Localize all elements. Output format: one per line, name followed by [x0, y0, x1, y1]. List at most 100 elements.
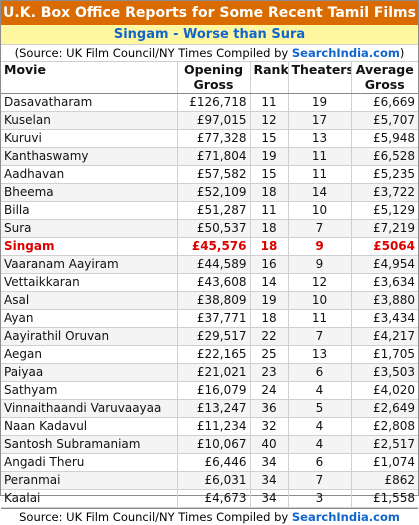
- cell-rank: 34: [250, 453, 289, 472]
- cell-rank: 18: [250, 183, 289, 202]
- cell-rank: 11: [250, 93, 289, 112]
- table-body: Dasavatharam £126,718 11 19 £6,669 Kuselan £97…: [1, 93, 418, 508]
- cell-opening-gross: £77,328: [177, 129, 251, 148]
- cell-rank: 25: [250, 345, 289, 364]
- header-average: Average: [351, 62, 418, 77]
- cell-rank: 23: [250, 363, 289, 382]
- cell-theaters: 9: [288, 237, 352, 256]
- cell-theaters: 10: [288, 291, 352, 310]
- cell-rank: 19: [250, 147, 289, 166]
- cell-opening-gross: £57,582: [177, 165, 251, 184]
- cell-theaters: 11: [288, 147, 352, 166]
- cell-movie: Vinnaithaandi Varuvaayaa: [1, 399, 178, 418]
- cell-movie: Dasavatharam: [1, 93, 178, 112]
- box-office-table: Movie Opening Rank Theaters Average Gros…: [1, 62, 418, 508]
- footer-link[interactable]: SearchIndia.com: [291, 510, 400, 524]
- cell-movie: Aegan: [1, 345, 178, 364]
- cell-movie: Aayirathil Oruvan: [1, 327, 178, 346]
- table-row: Vaaranam Aayiram £44,589 16 9 £4,954: [1, 255, 418, 274]
- table-row: Aayirathil Oruvan £29,517 22 7 £4,217: [1, 327, 418, 346]
- header-theaters: Theaters: [288, 62, 352, 94]
- cell-theaters: 11: [288, 165, 352, 184]
- cell-average-gross: £4,954: [351, 255, 418, 274]
- cell-movie: Kuruvi: [1, 129, 178, 148]
- cell-theaters: 3: [288, 489, 352, 508]
- source-link[interactable]: SearchIndia.com: [291, 46, 400, 60]
- cell-average-gross: £2,808: [351, 417, 418, 436]
- cell-movie: Singam: [1, 237, 178, 256]
- table-row-highlighted: Singam £45,576 18 9 £5064: [1, 237, 418, 256]
- cell-theaters: 4: [288, 381, 352, 400]
- cell-movie: Aadhavan: [1, 165, 178, 184]
- table-row: Vinnaithaandi Varuvaayaa £13,247 36 5 £2,649: [1, 399, 418, 418]
- cell-movie: Kanthaswamy: [1, 147, 178, 166]
- table-row: Aadhavan £57,582 15 11 £5,235: [1, 165, 418, 184]
- cell-movie: Sathyam: [1, 381, 178, 400]
- cell-opening-gross: £126,718: [177, 93, 251, 112]
- table-row: Naan Kadavul £11,234 32 4 £2,808: [1, 417, 418, 436]
- cell-rank: 18: [250, 219, 289, 238]
- cell-theaters: 19: [288, 93, 352, 112]
- cell-opening-gross: £6,446: [177, 453, 251, 472]
- table-header: Movie Opening Rank Theaters Average Gros…: [1, 62, 418, 94]
- cell-average-gross: £3,880: [351, 291, 418, 310]
- cell-rank: 36: [250, 399, 289, 418]
- footer-source: Source: UK Film Council/NY Times Compile…: [1, 508, 418, 525]
- header-average-gross: Gross: [351, 77, 418, 94]
- cell-opening-gross: £43,608: [177, 273, 251, 292]
- cell-average-gross: £4,217: [351, 327, 418, 346]
- header-movie: Movie: [1, 62, 178, 94]
- cell-average-gross: £4,020: [351, 381, 418, 400]
- cell-movie: Vettaikkaran: [1, 273, 178, 292]
- cell-movie: Kuselan: [1, 111, 178, 130]
- cell-average-gross: £3,634: [351, 273, 418, 292]
- table-row: Sathyam £16,079 24 4 £4,020: [1, 381, 418, 400]
- cell-theaters: 14: [288, 183, 352, 202]
- cell-average-gross: £2,517: [351, 435, 418, 454]
- cell-movie: Naan Kadavul: [1, 417, 178, 436]
- table-row: Sura £50,537 18 7 £7,219: [1, 219, 418, 238]
- table-row: Asal £38,809 19 10 £3,880: [1, 291, 418, 310]
- cell-opening-gross: £45,576: [177, 237, 251, 256]
- cell-rank: 11: [250, 201, 289, 220]
- table-row: Bheema £52,109 18 14 £3,722: [1, 183, 418, 202]
- table-row: Dasavatharam £126,718 11 19 £6,669: [1, 93, 418, 112]
- cell-opening-gross: £13,247: [177, 399, 251, 418]
- cell-opening-gross: £10,067: [177, 435, 251, 454]
- cell-theaters: 7: [288, 327, 352, 346]
- table-row: Kaalai £4,673 34 3 £1,558: [1, 489, 418, 508]
- cell-rank: 34: [250, 471, 289, 490]
- cell-movie: Kaalai: [1, 489, 178, 508]
- cell-opening-gross: £97,015: [177, 111, 251, 130]
- cell-movie: Ayan: [1, 309, 178, 328]
- cell-theaters: 6: [288, 363, 352, 382]
- source-suffix: ): [399, 46, 405, 60]
- cell-average-gross: £2,649: [351, 399, 418, 418]
- cell-theaters: 7: [288, 219, 352, 238]
- table-row: Kuruvi £77,328 15 13 £5,948: [1, 129, 418, 148]
- table-row: Kuselan £97,015 12 17 £5,707: [1, 111, 418, 130]
- cell-average-gross: £5,235: [351, 165, 418, 184]
- cell-average-gross: £1,558: [351, 489, 418, 508]
- cell-average-gross: £6,669: [351, 93, 418, 112]
- cell-theaters: 7: [288, 471, 352, 490]
- table-row: Peranmai £6,031 34 7 £862: [1, 471, 418, 490]
- header-opening: Opening: [177, 62, 251, 77]
- cell-rank: 18: [250, 309, 289, 328]
- page-title: U.K. Box Office Reports for Some Recent …: [1, 1, 418, 25]
- table-row: Billa £51,287 11 10 £5,129: [1, 201, 418, 220]
- cell-opening-gross: £6,031: [177, 471, 251, 490]
- cell-opening-gross: £38,809: [177, 291, 251, 310]
- cell-opening-gross: £37,771: [177, 309, 251, 328]
- cell-rank: 15: [250, 129, 289, 148]
- cell-opening-gross: £52,109: [177, 183, 251, 202]
- table-row: Santosh Subramaniam £10,067 40 4 £2,517: [1, 435, 418, 454]
- cell-theaters: 4: [288, 417, 352, 436]
- cell-theaters: 10: [288, 201, 352, 220]
- cell-rank: 15: [250, 165, 289, 184]
- subtitle: Singam - Worse than Sura: [1, 25, 418, 45]
- footer-prefix: Source: UK Film Council/NY Times Compile…: [19, 510, 292, 524]
- cell-theaters: 9: [288, 255, 352, 274]
- cell-theaters: 5: [288, 399, 352, 418]
- cell-opening-gross: £4,673: [177, 489, 251, 508]
